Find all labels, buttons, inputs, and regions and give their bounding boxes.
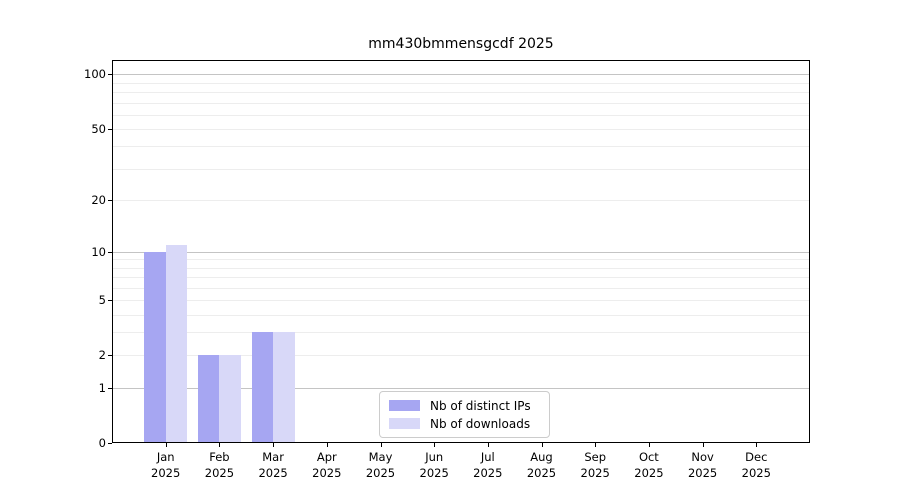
gridline-minor [112,114,810,116]
x-tick-month: Nov [691,450,714,464]
x-tick-month: Sep [584,450,607,464]
gridline-minor [112,314,810,316]
x-tick-mark [165,443,167,447]
x-tick-month: Apr [316,450,337,464]
y-tick-label: 1 [98,380,106,395]
x-tick-year: 2025 [204,465,235,480]
x-tick-year: 2025 [419,465,449,480]
x-tick-year: 2025 [634,465,664,480]
bar-downloads-jan [165,244,188,443]
y-tick-label: 100 [84,67,106,82]
gridline-minor [112,146,810,148]
y-tick-mark [108,443,112,444]
x-tick-label-apr: Apr 2025 [299,450,355,481]
x-tick-label-may: May 2025 [353,450,409,481]
gridline-minor [112,276,810,278]
y-tick-label: 5 [98,292,106,307]
legend-label-distinct-ips: Nb of distinct IPs [430,398,531,413]
legend-swatch-downloads [389,418,420,429]
bar-downloads-mar [273,332,295,443]
x-tick-year: 2025 [526,465,557,480]
x-tick-mark [702,443,704,447]
y-tick-mark [108,387,112,389]
gridline-minor [112,168,810,170]
legend-swatch-distinct-ips [389,400,420,411]
gridline-minor [112,102,810,104]
x-tick-label-feb: Feb 2025 [191,450,247,481]
x-tick-month: Jul [480,450,495,464]
gridline-minor [112,267,810,269]
x-tick-mark [273,443,275,447]
y-tick-mark [108,355,112,357]
x-tick-label-jul: Jul 2025 [460,450,516,481]
gridline-minor [112,92,810,94]
x-tick-month: Dec [745,450,768,464]
x-tick-year: 2025 [687,465,718,480]
plot-area [112,60,810,443]
gridline-minor [112,259,810,261]
x-tick-year: 2025 [258,465,288,480]
gridline-minor [112,299,810,301]
x-tick-month: Jun [425,450,444,464]
y-tick-mark [108,129,112,130]
x-tick-label-dec: Dec 2025 [728,450,784,481]
gridline-major [112,74,810,76]
x-tick-label-nov: Nov 2025 [675,450,731,481]
y-tick-label: 10 [91,244,106,259]
bar-downloads-feb [219,355,241,443]
x-tick-year: 2025 [365,465,396,480]
legend: Nb of distinct IPs Nb of downloads [379,391,550,438]
x-tick-month: Aug [530,450,553,464]
x-tick-month: Jan [156,450,175,464]
x-tick-year: 2025 [473,465,503,480]
x-tick-mark [648,443,650,447]
y-tick-label: 0 [98,436,106,450]
x-tick-label-mar: Mar 2025 [245,450,301,481]
gridline-major [112,387,810,389]
x-tick-year: 2025 [312,465,342,480]
x-tick-label-jun: Jun 2025 [406,450,462,481]
x-tick-month: Mar [262,450,284,464]
x-tick-label-sep: Sep 2025 [567,450,623,481]
x-tick-mark [219,443,221,447]
x-tick-label-aug: Aug 2025 [514,450,570,481]
x-tick-year: 2025 [151,465,181,480]
gridline-minor [112,287,810,289]
gridline-minor [112,129,810,130]
y-tick-label: 2 [98,348,106,363]
x-tick-label-oct: Oct 2025 [621,450,677,481]
x-tick-mark [756,443,758,447]
gridline-minor [112,82,810,84]
bar-distinct-ips-jan [144,251,166,443]
chart-title: mm430bmmensgcdf 2025 [368,36,554,52]
gridline-minor [112,199,810,201]
y-tick-label: 20 [91,192,106,207]
x-tick-mark [595,443,597,447]
x-tick-mark [380,443,382,447]
gridline-minor [112,355,810,357]
gridline-major [112,251,810,253]
x-tick-year: 2025 [580,465,610,480]
x-tick-mark [326,443,328,447]
bar-distinct-ips-feb [197,355,220,443]
legend-item-downloads: Nb of downloads [389,417,540,431]
legend-label-downloads: Nb of downloads [430,416,531,431]
x-tick-mark [487,443,489,447]
x-tick-month: May [368,450,393,464]
gridline-minor [112,332,810,334]
x-tick-month: Oct [638,450,659,464]
y-tick-mark [108,251,112,253]
x-tick-label-jan: Jan 2025 [138,450,194,481]
y-tick-mark [108,199,112,201]
y-tick-label: 50 [91,122,106,136]
legend-item-distinct-ips: Nb of distinct IPs [389,399,540,413]
x-tick-mark [541,443,543,447]
x-tick-mark [434,443,436,447]
y-tick-mark [108,74,112,76]
bar-distinct-ips-mar [251,332,274,443]
x-tick-year: 2025 [741,465,771,480]
y-tick-mark [108,299,112,301]
x-tick-month: Feb [209,450,230,464]
